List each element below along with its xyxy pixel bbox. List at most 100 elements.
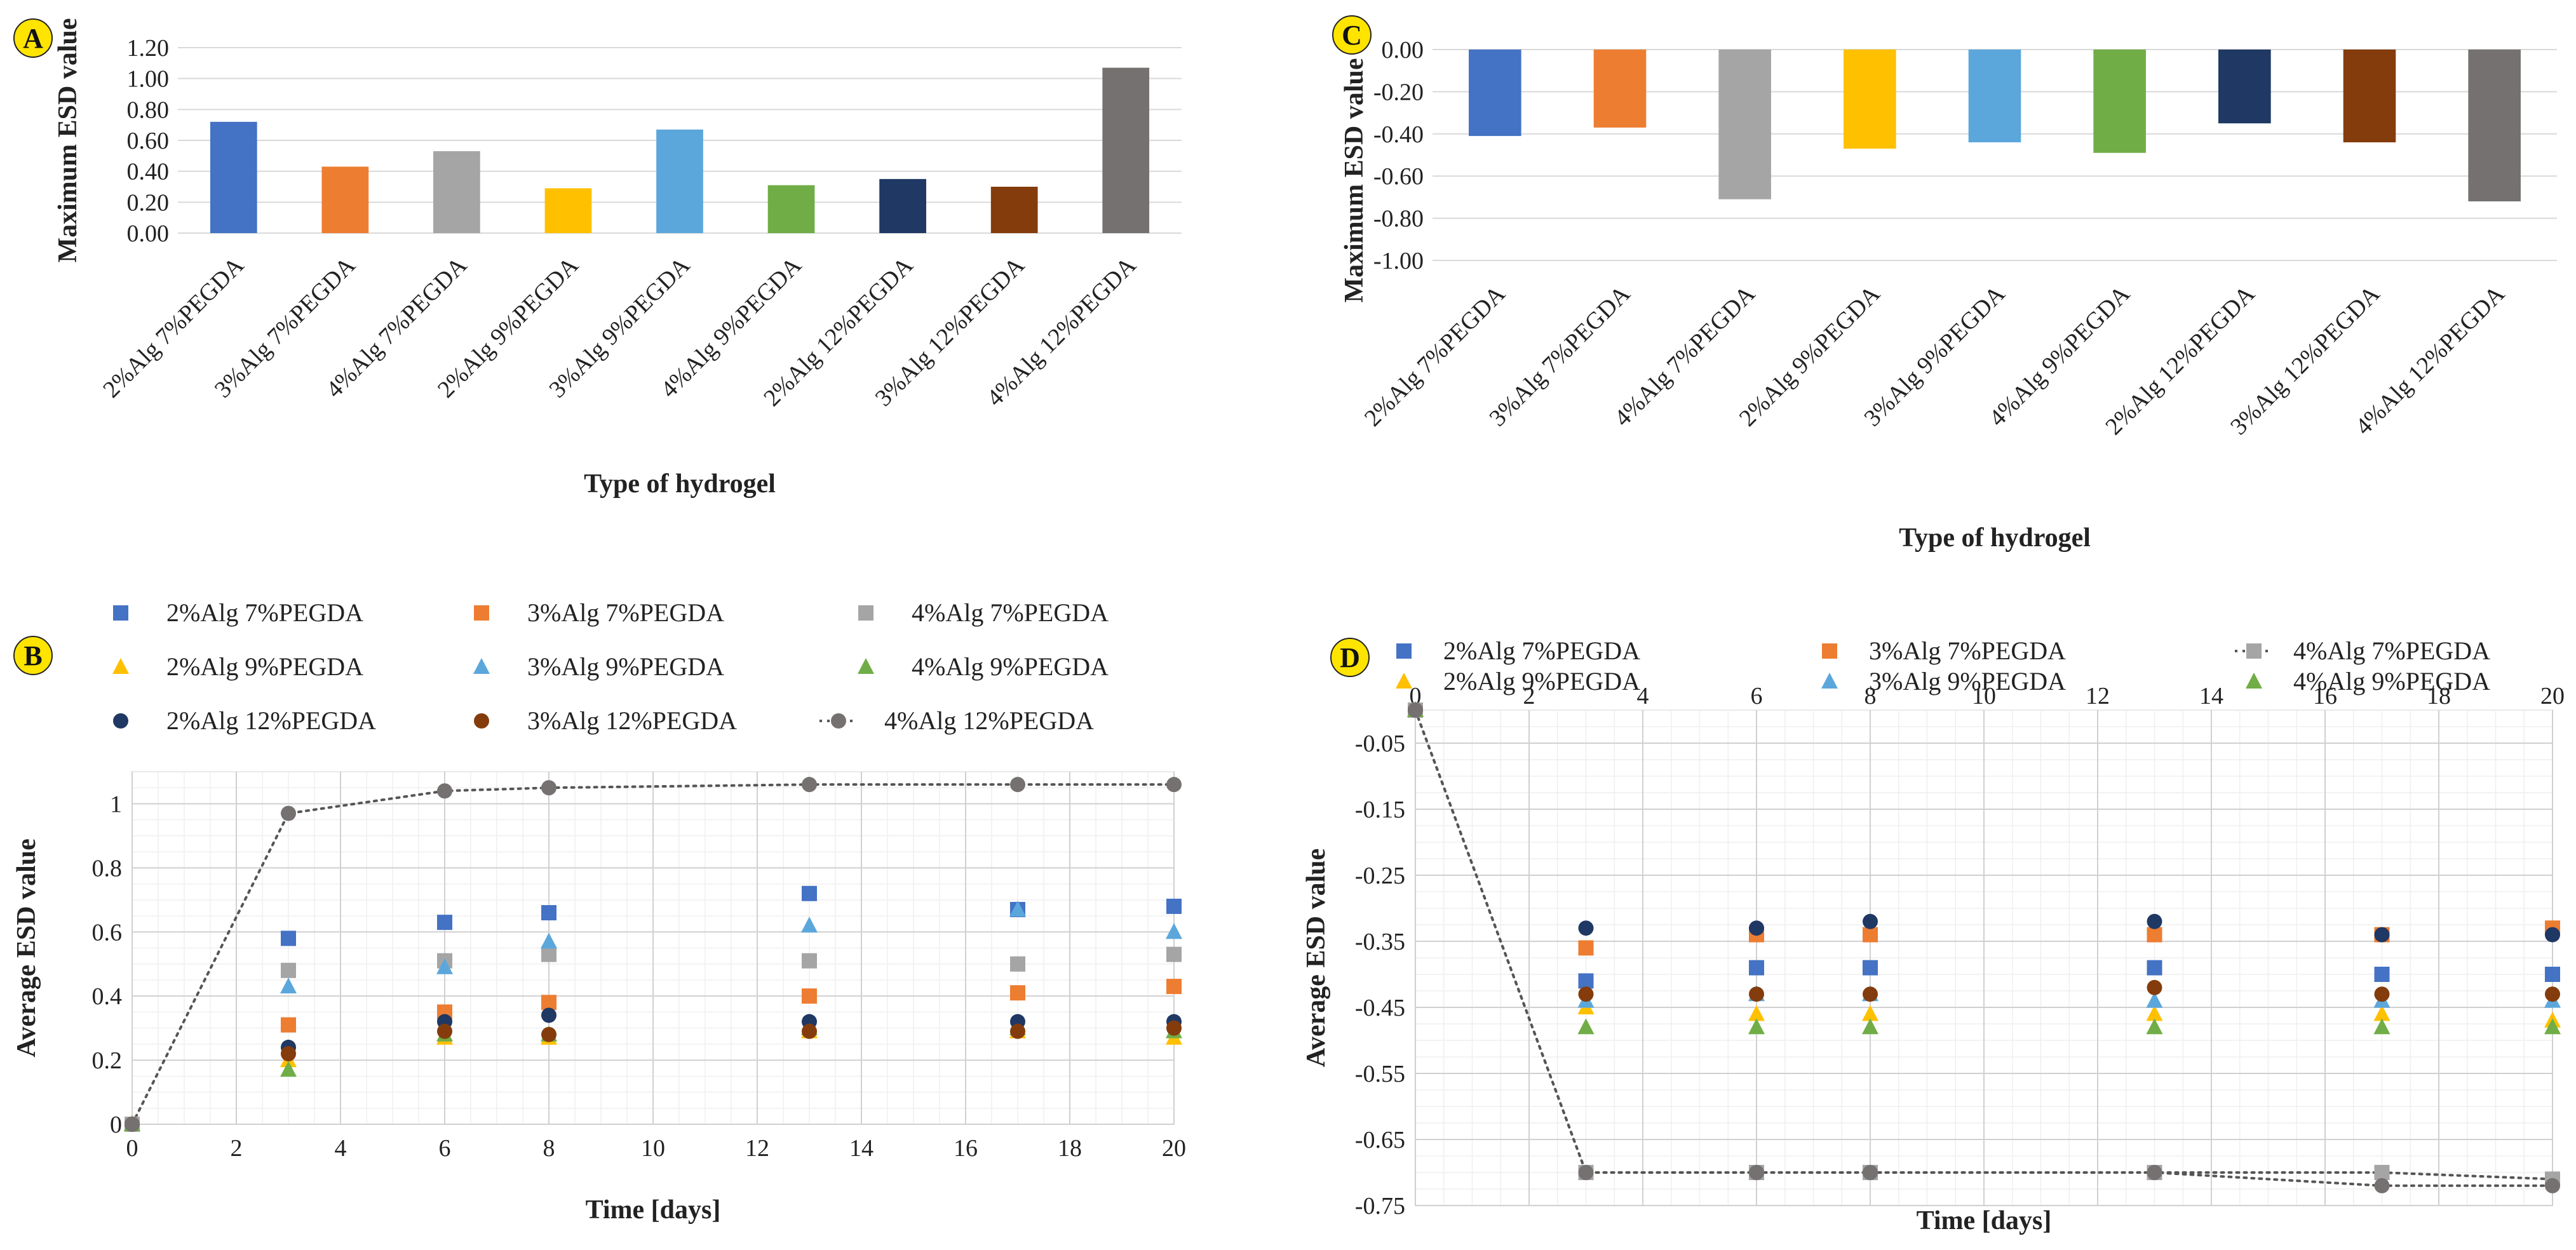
bar [767,185,815,233]
marker-circle [831,713,846,729]
marker-square [1578,973,1594,989]
marker-square [1863,960,1878,976]
y-tick-label: 0.80 [127,97,170,123]
bar [879,178,926,233]
marker-square [281,1017,296,1033]
legend-label: 4%Alg 12%PEGDA [884,706,1094,735]
x-tick-label: 18 [2427,683,2451,709]
marker-circle [802,1023,817,1039]
marker-triangle [1748,1005,1765,1021]
x-tick-label: 6 [1751,683,1763,709]
marker-square [802,953,817,969]
x-tick-label: 8 [543,1135,555,1162]
marker-circle [1578,1165,1594,1180]
legend-entry: 2%Alg 12%PEGDA [113,706,376,735]
y-tick-label: 0.20 [127,189,170,216]
marker-square [2246,643,2262,659]
marker-square [2147,960,2162,976]
marker-circle [541,1026,556,1042]
marker-circle [1408,702,1423,718]
marker-square [113,605,128,621]
y-tick-label: 0 [110,1112,122,1138]
y-tick-label: -0.25 [1355,863,1405,889]
x-tick-label: 0 [126,1135,138,1162]
y-tick-label: 1.20 [127,35,170,62]
x-tick-label: 20 [1162,1135,1186,1162]
bar [990,187,1038,233]
marker-square [1010,956,1025,972]
series [1408,702,2560,989]
y-axis-title: Average ESD value [1302,849,1331,1068]
marker-circle [474,713,489,729]
bar [321,166,369,233]
bar [1844,50,1896,149]
marker-square [1578,940,1594,956]
bar [1968,50,2021,143]
chart-c: 0.00-0.20-0.40-0.60-0.80-1.002%Alg 7%PEG… [1332,15,2557,553]
marker-circle [2545,986,2560,1002]
panel-letter-a: A [13,18,53,58]
legend-label: 3%Alg 7%PEGDA [1869,636,2066,665]
marker-circle [541,780,556,796]
legend-entry: 3%Alg 9%PEGDA [473,652,724,681]
marker-circle [125,1117,140,1132]
marker-square [541,946,556,962]
marker-square [2147,927,2162,943]
marker-circle [1749,920,1764,936]
marker-triangle [2146,1018,2163,1035]
bar [2093,50,2146,153]
x-axis-title: Time [days] [586,1195,721,1225]
legend-entry: 3%Alg 7%PEGDA [1822,636,2066,665]
legend-entry: 4%Alg 7%PEGDA [2235,636,2490,665]
marker-square [1822,643,1837,659]
legend-label: 4%Alg 9%PEGDA [912,652,1109,681]
panel-letter-badge [1330,638,1370,677]
marker-circle [2147,913,2162,929]
y-tick-label: -0.05 [1355,730,1405,757]
legend-label: 2%Alg 12%PEGDA [166,706,376,735]
x-tick-label: 2 [1523,683,1535,709]
marker-circle [437,1023,452,1039]
y-tick-label: -0.20 [1373,79,1424,105]
y-tick-label: 0.2 [92,1047,123,1074]
x-tick-label: 16 [2313,683,2337,709]
marker-circle [1166,777,1182,793]
legend-entry: 2%Alg 7%PEGDA [113,598,363,627]
y-tick-label: -0.80 [1373,206,1424,232]
marker-square [1166,898,1182,914]
legend-label: 3%Alg 7%PEGDA [527,598,724,627]
marker-circle [1863,1165,1878,1180]
marker-square [2374,967,2390,982]
bar [656,129,703,233]
x-tick-label: 8 [1865,683,1877,709]
y-tick-label: -0.45 [1355,995,1405,1021]
legend-label: 3%Alg 9%PEGDA [1869,667,2066,696]
x-tick-label: 10 [641,1135,665,1162]
y-tick-label: -0.60 [1373,163,1424,190]
legend-label: 3%Alg 12%PEGDA [527,706,737,735]
y-tick-label: 0.4 [92,983,123,1010]
marker-circle [1578,920,1594,936]
panel-letter-badge [1332,15,1372,55]
x-tick-label: 12 [745,1135,769,1162]
bar [1593,50,1647,128]
legend-label: 4%Alg 7%PEGDA [912,598,1109,627]
marker-circle [2374,1178,2390,1193]
y-tick-label: -1.00 [1373,248,1424,274]
marker-square [858,605,873,621]
y-tick-label: 0.6 [92,919,123,946]
x-tick-label: 14 [849,1135,873,1162]
marker-triangle [112,658,129,674]
marker-square [2374,1165,2390,1180]
bar [2468,50,2521,202]
bar [1469,50,1521,137]
marker-triangle [2146,1005,2163,1021]
marker-triangle [436,958,453,974]
legend-entry: 4%Alg 7%PEGDA [858,598,1109,627]
marker-circle [2545,927,2560,943]
marker-square [1749,960,1764,976]
marker-circle [1166,1020,1182,1036]
marker-circle [437,783,452,799]
legend-label: 2%Alg 9%PEGDA [1443,667,1640,696]
